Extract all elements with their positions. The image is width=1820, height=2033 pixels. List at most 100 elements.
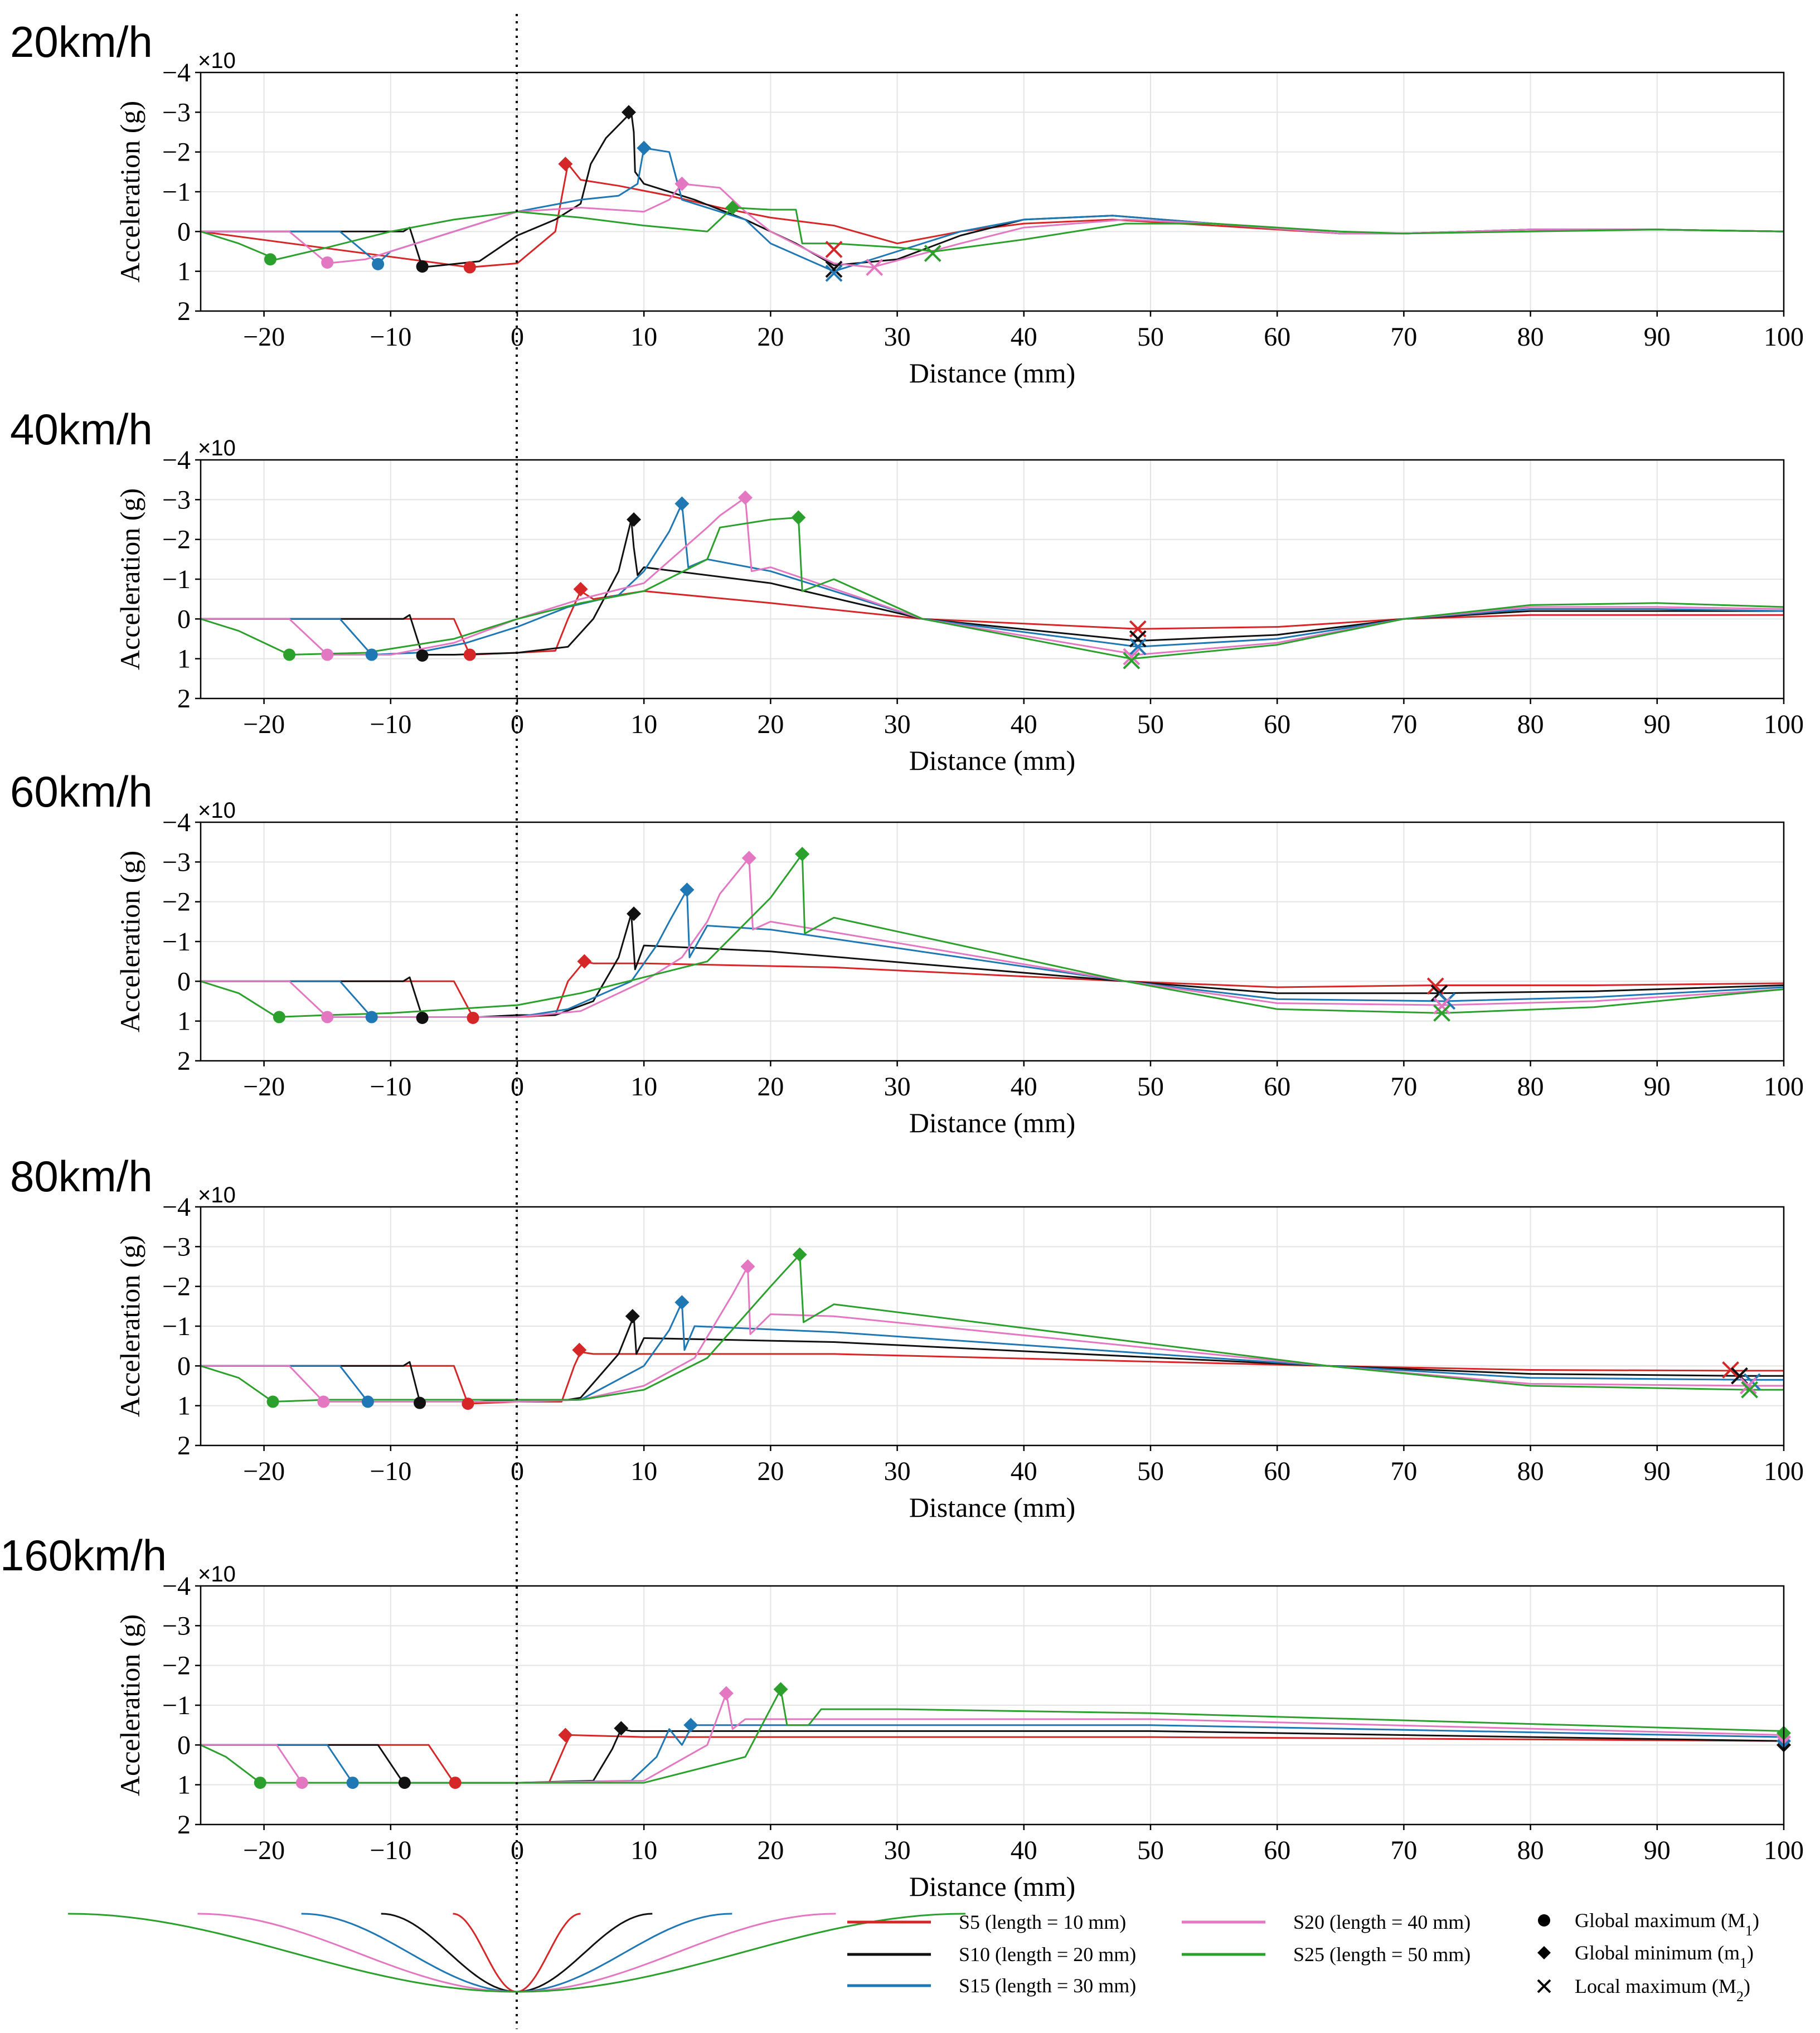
global-maximum-marker-s15 [372,258,385,270]
global-minimum-marker-s15 [680,882,695,897]
global-maximum-marker-s15 [365,1011,378,1023]
x-tick-label: 50 [1137,1072,1164,1102]
local-maximum-marker-s20 [1739,1377,1757,1395]
y-axis-label: Acceleration (g) [114,101,145,283]
x-tick-label: 60 [1264,1072,1290,1102]
chart-panel-5: 160km/h ×10−20 −10 0 10 20 30 40 50 60 70 80 90 100−4… [0,1531,1804,1902]
global-maximum-marker-s10 [416,1011,429,1024]
profile-curve-s25 [67,1913,966,1993]
speed-title: 40km/h [10,405,153,454]
global-minimum-marker-s25 [725,200,740,215]
markers [264,105,941,282]
y-axis-label: Acceleration (g) [114,1614,145,1796]
marker-legend-group: Global maximum (M1)Global minimum (m1)Lo… [1537,1909,1759,2005]
series-line-s10 [201,1315,1784,1403]
x-tick-label: −20 [243,710,285,739]
x-tick-label: 0 [511,1836,524,1865]
global-minimum-marker-s20 [741,851,756,866]
x-axis-label: Distance (mm) [909,1492,1076,1523]
global-minimum-marker-s25 [791,510,806,525]
y-tick-label: −4 [162,808,191,837]
series-line-s10 [201,1728,1784,1784]
x-axis-label: Distance (mm) [909,1871,1076,1902]
x-tick-label: 90 [1644,1457,1671,1486]
series-line-s15 [201,1724,1784,1784]
series-lines [201,1254,1784,1405]
x-tick-label: 10 [630,1836,657,1865]
x-tick-label: 70 [1390,1072,1417,1102]
grid [201,822,1784,1061]
y-tick-label: −1 [162,565,191,594]
series-lines [201,853,1784,1018]
chart-panel-1: 20km/h ×10 −20 −10 0 10 20 30 40 50 60 70 80 90 100 −4 −… [10,17,1804,389]
speed-title: 20km/h [10,17,153,66]
legend-label-s15: S15 (length = 30 mm) [959,1974,1136,1997]
grid [201,459,1784,699]
x-tick-label: 70 [1390,322,1417,352]
legend-marker-close: ) [1753,1909,1759,1932]
global-maximum-marker-s5 [463,648,476,661]
x-tick-label: 60 [1264,322,1290,352]
y-tick-label: −1 [162,927,191,957]
x-tick-label: 60 [1264,710,1290,739]
local-maximum-marker-s25 [1123,652,1140,669]
global-maximum-marker-s5 [449,1777,462,1789]
y-tick-label: 0 [177,1351,191,1381]
legend-marker-text: Global minimum (m [1575,1942,1740,1964]
y-tick-label: −3 [162,1232,191,1261]
y-tick-label: −3 [162,1611,191,1641]
x-tick-label: 20 [757,710,784,739]
y-tick-label: 1 [177,257,191,287]
legend-marker-label: Local maximum (M2) [1575,1975,1750,2005]
y-tick-label: 2 [177,1810,191,1840]
series-lines [201,497,1784,660]
markers [266,1247,1761,1410]
global-minimum-marker-s10 [627,906,642,921]
x-tick-label: −10 [370,1072,411,1102]
legend-marker-close: ) [1744,1975,1750,1997]
global-maximum-marker-s25 [264,253,276,266]
global-maximum-marker-s25 [283,648,296,661]
local-maximum-marker-s25 [924,245,941,262]
legend-marker-subscript: 1 [1745,1923,1753,1939]
x-tick-label: 50 [1137,710,1164,739]
global-minimum-marker-s15 [674,496,690,511]
y-scale-label: ×10 [198,1183,236,1207]
chart-panel-4: 80km/h ×10 −20 −10 0 10 20 30 40 50 60 70 80 90 100 −4 −… [10,1152,1804,1523]
y-tick-label: 0 [177,217,191,246]
y-scale-label: ×10 [198,798,236,823]
legend-diamond-icon [1537,1946,1551,1959]
x-tick-label: 10 [630,322,657,352]
series-line-s25 [201,853,1784,1018]
global-maximum-marker-s20 [295,1777,308,1789]
y-tick-label: −1 [162,177,191,207]
x-tick-label: 90 [1644,1836,1671,1865]
x-tick-label: 30 [884,710,911,739]
series-line-s20 [201,857,1784,1018]
y-tick-label: −2 [162,1651,191,1681]
y-tick-label: 0 [177,1730,191,1760]
series-line-s5 [201,1734,1784,1784]
series-line-s25 [201,516,1784,660]
y-tick-label: 1 [177,644,191,674]
series-line-s5 [201,163,1784,268]
legend-marker-text: Global maximum (M [1575,1909,1745,1932]
global-maximum-marker-s20 [321,1011,334,1023]
x-axis-label: Distance (mm) [909,1107,1076,1138]
series-line-s10 [201,518,1784,656]
y-tick-label: −3 [162,98,191,127]
local-maximum-marker-s20 [1433,997,1450,1015]
x-tick-label: −20 [243,1072,285,1102]
legend-marker-label: Global maximum (M1) [1575,1909,1759,1939]
markers [254,1682,1791,1789]
global-maximum-marker-s15 [365,648,378,661]
global-maximum-marker-s5 [463,261,476,274]
y-tick-label: −1 [162,1312,191,1341]
y-tick-label: −4 [162,1192,191,1222]
global-minimum-marker-s5 [558,157,573,172]
x-axis-label: Distance (mm) [909,357,1076,389]
global-minimum-marker-s5 [573,581,588,596]
global-maximum-marker-s20 [321,648,334,661]
